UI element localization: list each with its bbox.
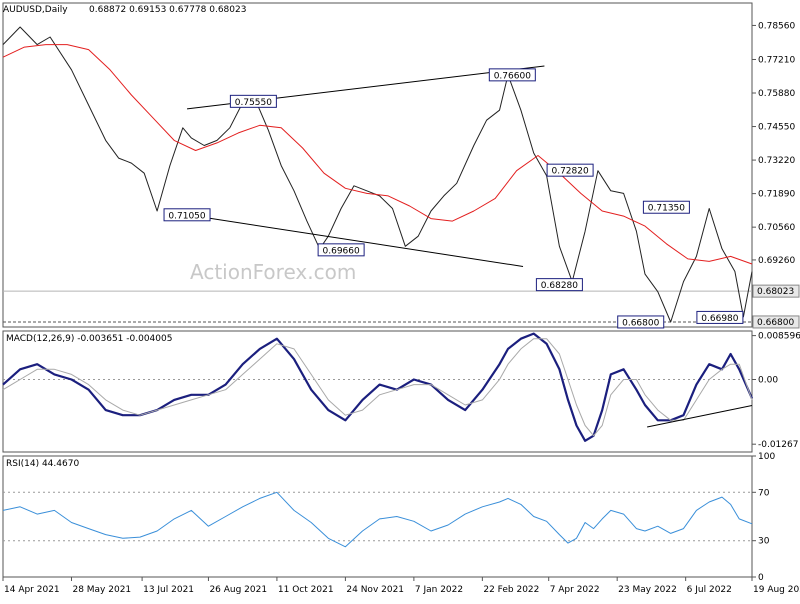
current-price-box [752, 284, 800, 298]
macd-signal-line [2, 338, 753, 437]
price-annotation-label: 0.68280 [541, 281, 578, 291]
x-tick-label: 28 May 2021 [72, 585, 131, 595]
price-annotation: 0.76600 [488, 68, 536, 82]
watermark: ActionForex.com [190, 260, 356, 284]
x-tick-label: 23 May 2022 [618, 585, 677, 595]
price-annotation-box [617, 315, 665, 329]
panel-frame-rsi [2, 455, 753, 578]
price-annotation-label: 0.75550 [235, 98, 272, 108]
x-tick-label: 26 Aug 2021 [209, 585, 267, 595]
price-annotation-label: 0.69660 [323, 246, 360, 256]
price-annotation-label: 0.66980 [701, 314, 738, 324]
support-level-label: 0.66800 [757, 318, 794, 328]
x-tick-label: 19 Aug 2022 [753, 585, 800, 595]
x-tick-label: 7 Apr 2022 [550, 585, 600, 595]
rsi-line [2, 491, 753, 548]
macd-line [2, 332, 754, 442]
price-annotation: 0.66980 [696, 310, 744, 324]
y-tick-label: 0.008596 [758, 332, 800, 342]
y-tick-label: -0.01267 [758, 440, 798, 450]
y-tick-label: 0.69260 [758, 256, 795, 266]
price-annotation-box [488, 68, 536, 82]
moving-average-line [2, 44, 753, 265]
support-level-box [752, 315, 800, 329]
y-tick-label: 0.74550 [758, 123, 795, 133]
panel-frame-macd [2, 330, 753, 453]
price-annotation-label: 0.66800 [622, 318, 659, 328]
y-tick-label: 30 [758, 537, 770, 547]
x-tick-label: 14 Apr 2021 [4, 585, 60, 595]
price-annotation: 0.71050 [163, 208, 211, 222]
price-annotation-box [163, 208, 211, 222]
price-annotation-box [696, 310, 744, 324]
y-tick-label: 0.73220 [758, 156, 795, 166]
y-tick-label: 0.00 [758, 376, 778, 386]
y-tick-label: 0.77210 [758, 55, 795, 65]
price-annotation-box [642, 200, 690, 214]
price-annotation: 0.69660 [317, 243, 365, 257]
panel-title-macd: MACD(12,26,9) -0.003651 -0.004005 [6, 334, 172, 344]
price-annotation-label: 0.76600 [494, 71, 531, 81]
price-annotation: 0.72820 [546, 163, 594, 177]
symbol-label: AUDUSD,Daily [3, 5, 68, 15]
price-annotation-label: 0.71350 [648, 204, 685, 214]
panel-title-rsi: RSI(14) 44.4670 [6, 459, 79, 469]
x-tick-label: 6 Jul 2022 [687, 585, 732, 595]
price-annotation-box [317, 243, 365, 257]
y-tick-label: 0.78560 [758, 21, 795, 31]
x-tick-label: 7 Jan 2022 [415, 585, 463, 595]
ohlc-readout: 0.68872 0.69153 0.67778 0.68023 [89, 5, 246, 15]
y-tick-label: 0.75880 [758, 89, 795, 99]
price-annotation: 0.75550 [229, 94, 277, 108]
price-annotation-label: 0.71050 [168, 211, 205, 221]
trendline [647, 405, 753, 428]
trendline [186, 214, 524, 267]
x-tick-label: 22 Feb 2022 [483, 585, 539, 595]
price-annotation: 0.71350 [642, 200, 690, 214]
price-annotation: 0.68280 [535, 278, 583, 292]
price-annotation-label: 0.72820 [551, 167, 588, 177]
price-annotation-box [546, 163, 594, 177]
y-tick-label: 100 [758, 452, 775, 462]
x-tick-label: 11 Oct 2021 [278, 585, 334, 595]
y-tick-label: 0 [758, 573, 764, 583]
y-tick-label: 70 [758, 488, 770, 498]
current-price-label: 0.68023 [757, 287, 794, 297]
price-annotation-box [535, 278, 583, 292]
price-annotation: 0.66800 [617, 315, 665, 329]
price-line [2, 26, 753, 323]
y-tick-label: 0.70560 [758, 223, 795, 233]
y-tick-label: 0.71890 [758, 190, 795, 200]
price-annotation-box [229, 94, 277, 108]
x-tick-label: 13 Jul 2021 [143, 585, 194, 595]
panel-frame-price [2, 2, 753, 328]
x-tick-label: 24 Nov 2021 [346, 585, 404, 595]
